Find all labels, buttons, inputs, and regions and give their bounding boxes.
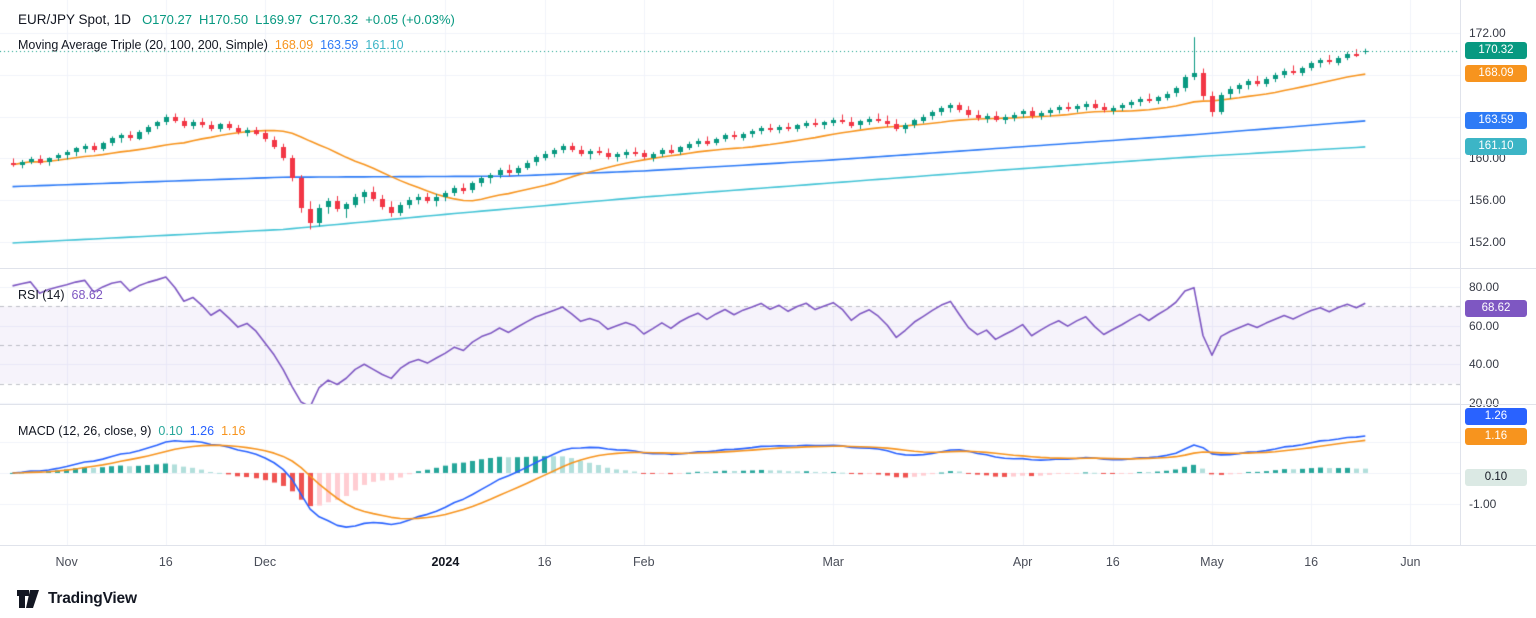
macd-signal-badge: 1.16 (1465, 427, 1527, 445)
tradingview-logo[interactable] (16, 589, 40, 609)
panel-separator[interactable] (0, 268, 1536, 269)
rsi-badge: 68.62 (1465, 300, 1527, 317)
ma100-badge: 163.59 (1465, 111, 1527, 129)
chart-canvas[interactable] (0, 0, 1460, 545)
ma-legend: Moving Average Triple (20, 100, 200, Sim… (18, 38, 404, 52)
macd-line-value: 1.26 (189, 424, 215, 438)
ma200-badge: 161.10 (1465, 137, 1527, 155)
rsi-legend-label[interactable]: RSI (14) (18, 288, 65, 302)
price-change: +0.05 (+0.03%) (365, 12, 455, 27)
ma100-value: 163.59 (320, 38, 359, 52)
time-axis[interactable]: Nov 16 Dec 2024 16 Feb Mar Apr 16 May 16 Jun (0, 545, 1536, 579)
macd-line-badge: 1.26 (1465, 408, 1527, 426)
symbol-title[interactable]: EUR/JPY Spot, 1D (18, 12, 132, 27)
ohlc-high: H170.50 (198, 12, 249, 27)
macd-legend-label[interactable]: MACD (12, 26, close, 9) (18, 424, 152, 438)
ma-legend-label[interactable]: Moving Average Triple (20, 100, 200, Sim… (18, 38, 268, 52)
ohlc-open: O170.27 (142, 12, 192, 27)
rsi-legend: RSI (14) 68.62 (18, 288, 103, 302)
price-scale[interactable]: 172.00 160.00 156.00 152.00 80.00 60.00 40.00 2… (1460, 0, 1536, 545)
time-label: 16 (1304, 555, 1319, 569)
time-label: Mar (822, 555, 844, 569)
ma20-badge: 168.09 (1465, 64, 1527, 82)
footer: TradingView (0, 579, 1536, 618)
ma200-value: 161.10 (365, 38, 404, 52)
time-label: 16 (1105, 555, 1120, 569)
time-label: Feb (633, 555, 655, 569)
panel-separator[interactable] (0, 404, 1536, 405)
close-price-badge: 170.32 (1465, 41, 1527, 59)
macd-hist-badge: 0.10 (1465, 468, 1527, 486)
time-label: May (1200, 555, 1224, 569)
time-label: Jun (1400, 555, 1421, 569)
time-label: Apr (1012, 555, 1033, 569)
tradingview-logo-icon (17, 589, 39, 608)
brand-wordmark[interactable]: TradingView (48, 589, 137, 607)
price-tick-label: 160.00 (1469, 151, 1506, 166)
price-tick-label: 172.00 (1469, 26, 1506, 41)
time-label: 2024 (431, 555, 460, 569)
rsi-tick-label: 80.00 (1469, 280, 1500, 294)
symbol-legend: EUR/JPY Spot, 1D O170.27 H170.50 L169.97… (18, 12, 455, 27)
price-tick-label: 152.00 (1469, 234, 1506, 249)
macd-signal-value: 1.16 (221, 424, 246, 438)
chart-root: EUR/JPY Spot, 1D O170.27 H170.50 L169.97… (0, 0, 1536, 545)
rsi-tick-label: 60.00 (1469, 318, 1500, 333)
rsi-tick-label: 40.00 (1469, 357, 1500, 372)
ohlc-close: C170.32 (309, 12, 359, 27)
macd-legend: MACD (12, 26, close, 9) 0.10 1.26 1.16 (18, 424, 245, 438)
macd-tick-label: -1.00 (1469, 497, 1497, 512)
time-label: 16 (537, 555, 552, 569)
ma20-value: 168.09 (274, 38, 314, 52)
rsi-tick-label: 20.00 (1469, 395, 1500, 410)
time-label: Dec (253, 555, 277, 569)
rsi-value: 68.62 (71, 288, 103, 302)
time-label: Nov (55, 555, 78, 569)
ohlc-low: L169.97 (255, 12, 303, 27)
time-label: 16 (158, 555, 173, 569)
price-tick-label: 156.00 (1469, 193, 1506, 208)
macd-hist-value: 0.10 (158, 424, 183, 438)
